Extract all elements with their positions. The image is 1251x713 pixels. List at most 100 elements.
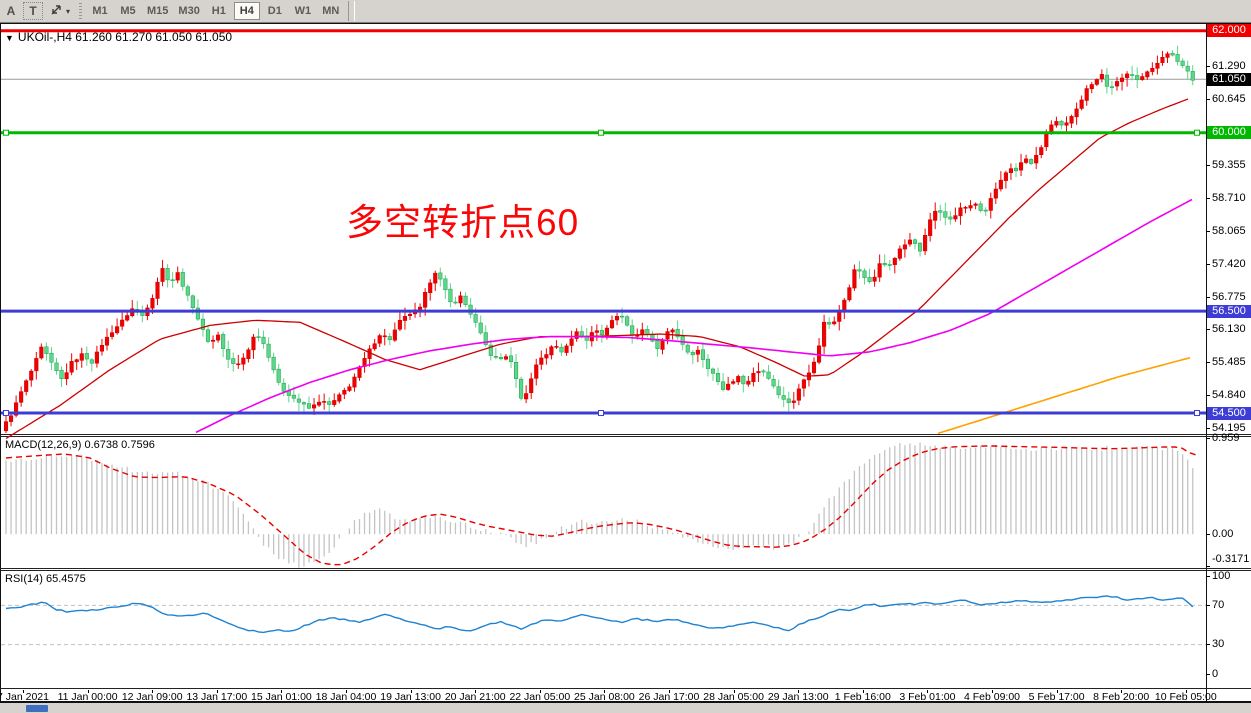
candlestick (907, 232, 913, 247)
price-badge-61.050: 61.050 (1207, 72, 1251, 86)
candlestick (1165, 51, 1170, 64)
candlestick (609, 315, 615, 329)
font-tool-button[interactable]: A (6, 4, 16, 18)
candlestick (615, 312, 620, 326)
symbol-collapse-triangle[interactable]: ▼ (5, 33, 14, 43)
candlestick (211, 335, 216, 349)
candlestick (1054, 116, 1059, 128)
candlestick (741, 374, 746, 393)
macd-axis-tick (1206, 565, 1210, 567)
candlestick (226, 340, 231, 368)
candlestick (857, 260, 862, 279)
candlestick (852, 264, 857, 291)
toolbar-grip[interactable] (79, 3, 83, 19)
candlestick (1120, 73, 1125, 91)
level-line-handle[interactable] (3, 410, 9, 417)
candlestick (382, 328, 387, 346)
candlestick (24, 379, 29, 396)
bottom-scrollbar-thumb[interactable] (26, 705, 48, 712)
price-axis-tick (1206, 197, 1210, 199)
candlestick (110, 325, 115, 340)
price-axis-tick (1206, 263, 1210, 265)
candlestick (1084, 85, 1089, 106)
candlestick (1104, 68, 1109, 94)
candlestick (761, 369, 766, 377)
candlestick (746, 376, 751, 387)
rsi-indicator-label: RSI(14) 65.4575 (5, 573, 86, 585)
time-axis-label: 7 Jan 2021 (0, 691, 49, 703)
rsi-axis-tick (1206, 673, 1210, 675)
candlestick (1130, 65, 1135, 81)
candlestick (968, 200, 973, 211)
candlestick (766, 364, 771, 381)
candlestick (44, 342, 49, 361)
candlestick (160, 259, 165, 287)
timeframe-button-h1[interactable]: H1 (211, 5, 226, 17)
timeframe-button-group: M1 M5 M15 M30 H1 H4 D1 W1 MN (86, 2, 345, 20)
candlestick (94, 345, 99, 368)
candlestick (928, 212, 933, 242)
level-line-handle[interactable] (1194, 410, 1200, 417)
time-axis-label: 20 Jan 21:00 (444, 691, 506, 703)
timeframe-button-mn[interactable]: MN (322, 5, 340, 17)
rsi-axis-tick-label: 30 (1212, 638, 1225, 651)
chart-ohlc-readout: UKOil-,H4 61.260 61.270 61.050 61.050 (17, 30, 233, 44)
candlestick (938, 204, 943, 221)
candlestick (1064, 116, 1069, 133)
candlestick (842, 298, 847, 320)
time-axis-label: 19 Jan 13:00 (380, 691, 441, 703)
candlestick (700, 342, 705, 368)
candlestick (695, 345, 700, 363)
candlestick (1039, 145, 1044, 159)
candlestick (347, 383, 352, 392)
candlestick (483, 325, 488, 347)
candlestick (448, 283, 453, 308)
candlestick (19, 386, 24, 407)
chart-title: ▼ UKOil-,H4 61.260 61.270 61.050 61.050 (5, 30, 232, 44)
candlestick (822, 314, 827, 354)
candlestick (655, 334, 660, 357)
candlestick (468, 297, 473, 319)
candlestick (407, 312, 413, 321)
timeframe-button-w1[interactable]: W1 (294, 5, 312, 17)
timeframe-button-h4[interactable]: H4 (233, 2, 260, 20)
candlestick (1180, 58, 1185, 69)
candlestick (650, 330, 655, 343)
candlestick (34, 351, 39, 380)
candlestick (710, 367, 716, 381)
candlestick (625, 314, 630, 327)
candlestick (983, 207, 988, 217)
timeframe-button-m5[interactable]: M5 (120, 5, 136, 17)
candlestick (594, 324, 599, 341)
candlestick (574, 328, 579, 342)
candlestick (630, 319, 635, 344)
time-axis-tick (87, 690, 89, 693)
pointer-style-tool-button[interactable]: ▾ (45, 2, 74, 20)
timeframe-button-m30[interactable]: M30 (178, 5, 200, 17)
candlestick (332, 393, 337, 407)
timeframe-button-m1[interactable]: M1 (92, 5, 108, 17)
level-line-handle[interactable] (598, 410, 604, 417)
candlestick (877, 254, 882, 282)
text-tool-button[interactable]: T (23, 2, 43, 20)
candlestick (973, 202, 978, 210)
bottom-scrollbar-track[interactable] (0, 703, 1251, 713)
time-axis-tick (798, 690, 800, 693)
time-axis-tick (604, 690, 606, 693)
time-axis-label: 4 Feb 09:00 (963, 691, 1021, 703)
candlestick (170, 271, 175, 288)
chart-annotation-text[interactable]: 多空转折点60 (346, 202, 580, 243)
level-line-handle[interactable] (1194, 129, 1200, 136)
candlestick (155, 277, 160, 306)
timeframe-button-m15[interactable]: M15 (147, 5, 169, 17)
level-line-handle[interactable] (598, 129, 604, 136)
timeframe-button-d1[interactable]: D1 (267, 5, 282, 17)
candlestick (185, 284, 190, 302)
candlestick (1145, 70, 1150, 80)
price-axis-tick (1206, 99, 1210, 101)
candlestick (317, 394, 322, 408)
time-axis-label: 3 Feb 01:00 (899, 691, 956, 703)
level-line-handle[interactable] (3, 129, 9, 136)
